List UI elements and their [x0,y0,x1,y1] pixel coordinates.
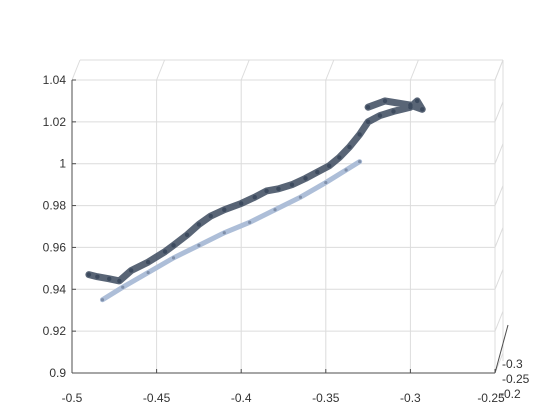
data-point [365,119,371,125]
z-tick-label: 0.98 [43,199,67,213]
data-point [252,195,257,200]
data-point [121,285,125,289]
data-point [239,201,244,206]
z-gridline-side [494,143,504,164]
data-point [184,232,190,238]
data-point [344,168,348,172]
data-point [382,98,388,104]
grid-layer [71,59,504,374]
data-point [315,169,320,175]
data-point [276,186,281,192]
data-point [129,268,134,273]
data-point [289,182,295,187]
x-tick-label: -0.45 [143,391,171,405]
z-tick-label: 1.04 [43,73,67,87]
data-point [248,220,252,224]
tick-labels: 0.9 0.92 0.94 0.96 0.98 1 1.02 1.04 -0.5 -0.45 -0.… [43,73,530,405]
data-point [358,160,362,164]
data-point [222,207,227,212]
x-gridline-top [325,59,335,81]
cloud-highlight [99,159,363,303]
data-point [196,222,202,227]
data-point [86,272,92,277]
data-point [326,163,332,169]
data-point [420,107,425,112]
data-point [171,256,176,260]
data-point [100,298,105,302]
x-tick-label: -0.4 [231,391,252,405]
data-point [303,176,308,181]
data-point [414,98,420,104]
z-tick-label: 1 [59,157,66,171]
z-tick-label: 1.02 [43,115,67,129]
data-point [171,243,176,248]
depth-axis-line [494,324,509,374]
data-point [298,195,303,199]
depth-tick-label: -0.2 [500,387,521,401]
data-point [208,213,213,219]
data-point [391,109,396,114]
depth-tick-label: -0.25 [502,372,530,386]
x-tick-label: -0.3 [400,391,421,405]
z-tick-label: 0.96 [43,240,67,254]
z-tick-label: 0.92 [43,324,67,338]
data-point [357,132,362,137]
x-gridline-top [240,59,250,81]
data-point [95,274,100,279]
data-point [377,113,383,118]
data-point [162,249,168,254]
x-tick-label: -0.5 [62,391,83,405]
z-gridline-side [494,101,504,123]
z-tick-label: 0.94 [43,282,67,296]
data-point [117,278,122,284]
point-cloud [86,98,425,302]
data-point [222,231,226,235]
data-point [197,243,201,247]
depth-tick-label: -0.3 [502,357,523,371]
data-point [324,180,328,185]
data-point [145,259,151,265]
data-point [408,102,413,108]
cloud-ribbon [85,97,426,285]
data-point [347,144,352,150]
data-point [337,155,342,160]
z-gridline-side [494,269,504,290]
z-tick-label: 0.9 [49,366,66,380]
data-point [146,270,150,275]
point-cloud-band [85,97,426,303]
x-gridline-top [409,59,419,81]
x-tick-label: -0.25 [477,391,505,405]
data-point [107,276,112,282]
z-gridline-side [494,59,504,81]
z-gridline-side [494,310,504,332]
x-gridline-top [71,59,81,81]
z-gridline-side [494,227,504,248]
axes-box [71,79,509,374]
data-point [273,208,277,212]
z-gridline-side [494,185,504,206]
data-point [365,105,371,110]
x-gridline-top [156,59,166,81]
data-point [264,188,269,194]
x-tick-label: -0.35 [312,391,340,405]
